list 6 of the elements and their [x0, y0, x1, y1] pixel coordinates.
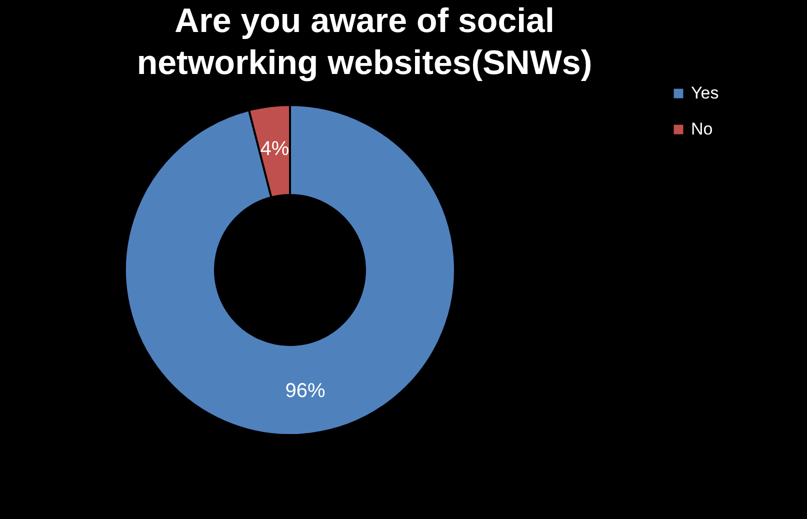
- data-label: 96%: [285, 380, 326, 402]
- chart-title: Are you aware of social networking websites(SNWs): [136, 2, 592, 82]
- legend-label: No: [691, 120, 713, 138]
- legend-label: Yes: [691, 84, 719, 102]
- donut-slice: [124, 104, 456, 436]
- data-label: 4%: [260, 138, 290, 160]
